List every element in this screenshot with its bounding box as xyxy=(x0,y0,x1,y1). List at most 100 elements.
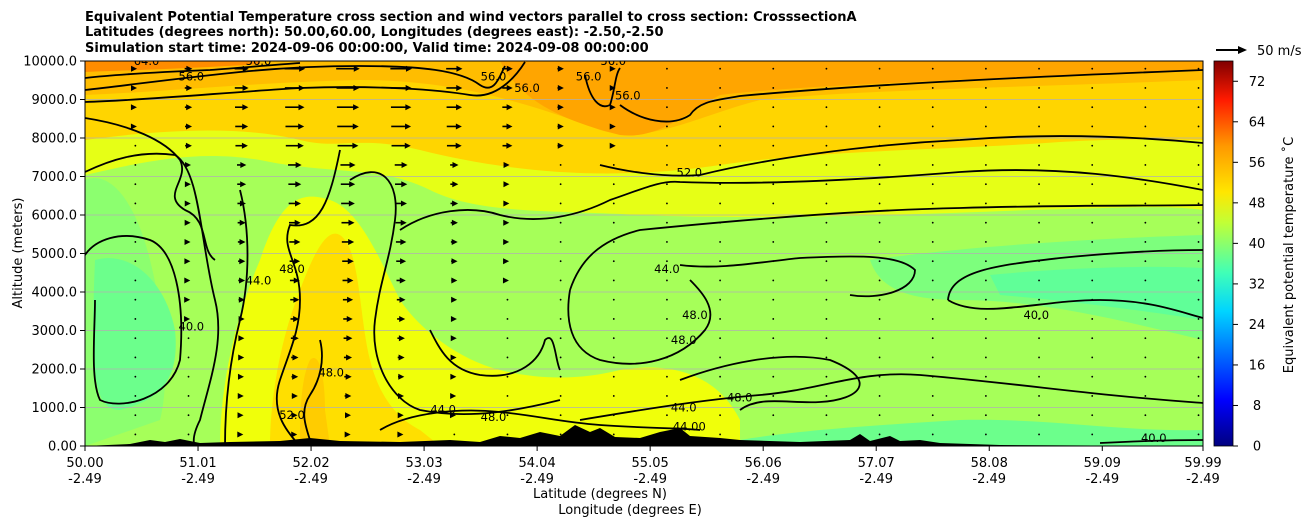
wind-key-arrowhead xyxy=(1238,46,1247,54)
wind-vector xyxy=(825,106,828,109)
wind-vector xyxy=(285,104,305,111)
colorbar: 0 8 16 24 32 40 48 56 64 72 Equivalent potential … xyxy=(1213,60,1297,455)
wind-vector xyxy=(719,260,722,263)
wind-vector xyxy=(1144,318,1147,320)
wind-vector xyxy=(772,67,775,70)
wind-vector xyxy=(234,65,249,72)
wind-vector xyxy=(931,164,934,166)
wind-vector xyxy=(502,277,509,284)
y-tick-label: 4000.0 xyxy=(32,286,78,301)
wind-vector xyxy=(719,241,722,243)
wind-vector xyxy=(931,87,934,89)
plot-area: 64.056.056.056.056.056.056.056.052.044.0… xyxy=(85,61,1203,446)
contour-label: 44.0 xyxy=(430,402,456,416)
wind-vector xyxy=(184,123,193,130)
wind-vector xyxy=(1197,67,1200,70)
wind-vector xyxy=(1038,279,1040,282)
wind-vector xyxy=(184,65,193,72)
wind-vector xyxy=(931,337,934,340)
wind-vector xyxy=(559,164,562,166)
x-tick-label-lon: -2.49 xyxy=(407,472,441,487)
wind-vector xyxy=(184,84,193,91)
y-tick-label: 1000.0 xyxy=(32,401,78,416)
contour-line xyxy=(1099,439,1203,444)
wind-vector xyxy=(1197,433,1200,436)
wind-vector xyxy=(559,356,562,359)
wind-vector xyxy=(666,144,668,147)
wind-vector xyxy=(503,200,510,207)
wind-vector xyxy=(344,392,352,399)
wind-vector xyxy=(1038,356,1040,359)
wind-vector xyxy=(391,123,412,130)
wind-vector xyxy=(878,106,881,109)
wind-vector xyxy=(772,433,775,436)
wind-vector xyxy=(285,123,305,130)
wind-vector xyxy=(772,375,775,378)
x-tick-label-lon: -2.49 xyxy=(633,472,667,487)
wind-vector xyxy=(235,104,249,111)
contour-line xyxy=(599,135,1203,177)
wind-vector xyxy=(772,356,775,359)
wind-vector xyxy=(666,279,668,282)
contour-line xyxy=(379,409,701,431)
wind-vector xyxy=(450,238,458,245)
wind-vector xyxy=(237,181,247,188)
wind-vector xyxy=(1091,414,1094,417)
wind-vector xyxy=(342,258,354,265)
wind-vector xyxy=(931,318,934,320)
wind-vector xyxy=(612,298,615,301)
contour-label: 48.0 xyxy=(279,262,305,276)
wind-vector xyxy=(134,183,137,186)
wind-vector xyxy=(342,277,354,284)
wind-vector xyxy=(187,375,190,378)
wind-vector xyxy=(557,84,564,91)
wind-vector xyxy=(134,414,137,417)
wind-vector xyxy=(235,142,248,149)
wind-vector xyxy=(612,221,615,224)
contour-label: 48.0 xyxy=(318,366,344,380)
wind-vector xyxy=(609,65,616,72)
wind-vector xyxy=(825,183,828,186)
wind-vector xyxy=(451,258,458,265)
wind-vector xyxy=(391,142,411,149)
wind-vector xyxy=(666,395,668,397)
wind-vector xyxy=(931,260,934,263)
wind-vector xyxy=(506,356,509,359)
wind-vector xyxy=(343,354,353,361)
wind-vector xyxy=(984,279,987,282)
wind-vector xyxy=(450,181,459,188)
wind-vector xyxy=(134,221,137,224)
wind-vector xyxy=(878,87,881,89)
wind-vector xyxy=(1144,395,1147,397)
wind-vector xyxy=(825,67,828,70)
wind-vector xyxy=(878,395,881,397)
x-tick-label-lon: -2.49 xyxy=(520,472,554,487)
contour-label: 56.0 xyxy=(514,81,540,95)
wind-vector xyxy=(931,279,934,282)
wind-vector xyxy=(825,221,828,224)
wind-vector xyxy=(1197,87,1200,89)
wind-vector xyxy=(719,106,722,109)
wind-vector xyxy=(1091,183,1094,186)
wind-vector xyxy=(1091,433,1094,436)
wind-vector xyxy=(984,241,987,243)
wind-vector xyxy=(878,433,881,436)
wind-key-label: 50 m/s xyxy=(1257,44,1302,59)
wind-vector xyxy=(772,414,775,417)
wind-vector xyxy=(1197,414,1200,417)
wind-vector xyxy=(1038,202,1040,205)
field-low-warm xyxy=(300,358,330,446)
contour-label: 44.0 xyxy=(671,400,697,414)
contour-line xyxy=(85,62,301,79)
y-grid xyxy=(85,99,1203,408)
wind-vector xyxy=(288,219,301,226)
wind-vector xyxy=(1144,279,1147,282)
wind-vector xyxy=(1197,337,1200,340)
wind-vector xyxy=(666,202,668,205)
wind-vector xyxy=(1144,356,1147,359)
wind-vector xyxy=(878,414,881,417)
wind-vector xyxy=(502,104,513,111)
wind-vector xyxy=(446,104,463,111)
wind-vector xyxy=(931,221,934,224)
